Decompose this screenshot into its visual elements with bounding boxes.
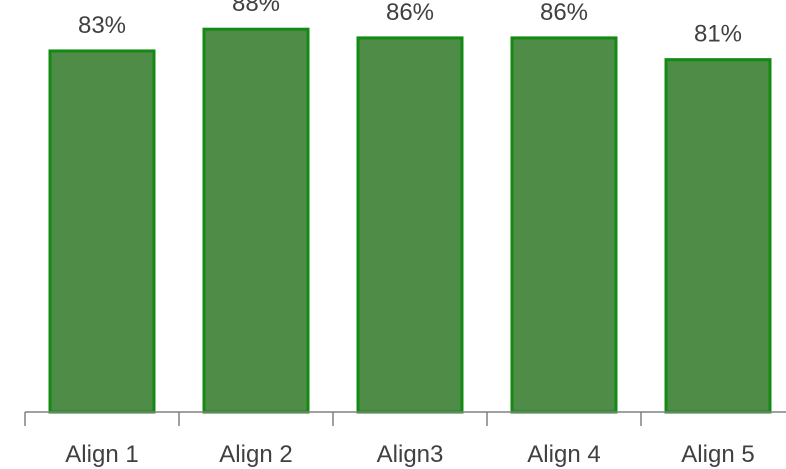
bar-value-label: 83%	[78, 12, 126, 39]
x-tick-label: Align3	[377, 441, 444, 468]
bar-value-label: 81%	[694, 21, 742, 48]
bar	[510, 36, 618, 414]
labels-layer: 83% Align 1 88% Align 2 86% Align3 86% Align 4 8…	[65, 0, 754, 468]
bar	[356, 36, 464, 414]
x-tick-label: Align 2	[219, 441, 292, 468]
x-tick-label: Align 5	[681, 441, 754, 468]
bar	[202, 27, 310, 414]
bar-value-label: 88%	[232, 0, 280, 17]
bar	[48, 49, 156, 414]
x-axis	[24, 411, 786, 426]
x-tick-label: Align 4	[527, 441, 600, 468]
bar-value-label: 86%	[540, 0, 588, 26]
bar-value-label: 86%	[386, 0, 434, 26]
bars-layer	[48, 27, 772, 414]
x-tick-label: Align 1	[65, 441, 138, 468]
bar	[664, 58, 772, 414]
